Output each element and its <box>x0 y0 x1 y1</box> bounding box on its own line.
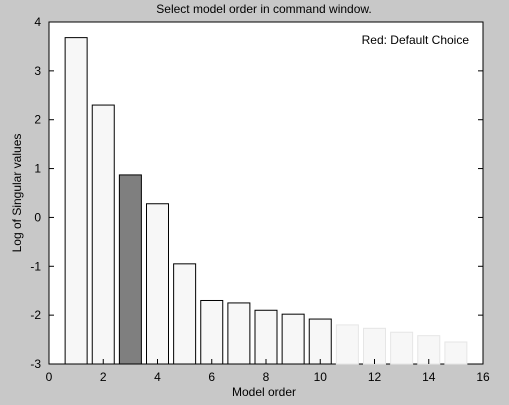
bars-layer <box>64 37 468 365</box>
x-axis-label: Model order <box>232 385 296 399</box>
bar <box>254 309 278 365</box>
y-tick-label: 3 <box>34 64 41 78</box>
x-tick-label: 12 <box>368 370 382 384</box>
bar <box>146 203 169 365</box>
bar <box>227 302 251 365</box>
x-tick-label: 2 <box>100 370 107 384</box>
x-tick-label: 4 <box>154 370 161 384</box>
y-tick-label: 2 <box>34 113 41 127</box>
x-tick-label: 8 <box>263 370 270 384</box>
y-tick-label: 0 <box>34 210 41 224</box>
y-tick-label: 1 <box>34 162 41 176</box>
y-tick-label: -1 <box>30 259 41 273</box>
y-tick-label: -2 <box>30 308 41 322</box>
x-axis-ticks: 0 2 4 6 8 10 12 14 16 <box>46 359 490 384</box>
y-axis-ticks: -3 -2 -1 0 1 2 3 4 <box>30 15 483 371</box>
x-tick-label: 16 <box>476 370 490 384</box>
y-tick-label: -3 <box>30 357 41 371</box>
y-tick-label: 4 <box>34 15 41 29</box>
bar <box>363 327 386 365</box>
bar <box>91 104 115 365</box>
chart-title: Select model order in command window. <box>156 2 371 16</box>
bar <box>390 331 414 365</box>
x-tick-label: 6 <box>208 370 215 384</box>
default-choice-annotation: Red: Default Choice <box>362 33 470 47</box>
bar <box>281 313 305 365</box>
bar <box>444 341 468 365</box>
bar <box>173 263 197 365</box>
x-tick-label: 14 <box>422 370 436 384</box>
bar <box>200 299 224 365</box>
bar <box>64 37 88 365</box>
x-tick-label: 0 <box>46 370 53 384</box>
y-axis-label: Log of Singular values <box>10 134 24 253</box>
bar <box>308 318 332 365</box>
bar-default-choice <box>118 174 142 365</box>
x-tick-label: 10 <box>314 370 328 384</box>
bar <box>335 324 359 365</box>
